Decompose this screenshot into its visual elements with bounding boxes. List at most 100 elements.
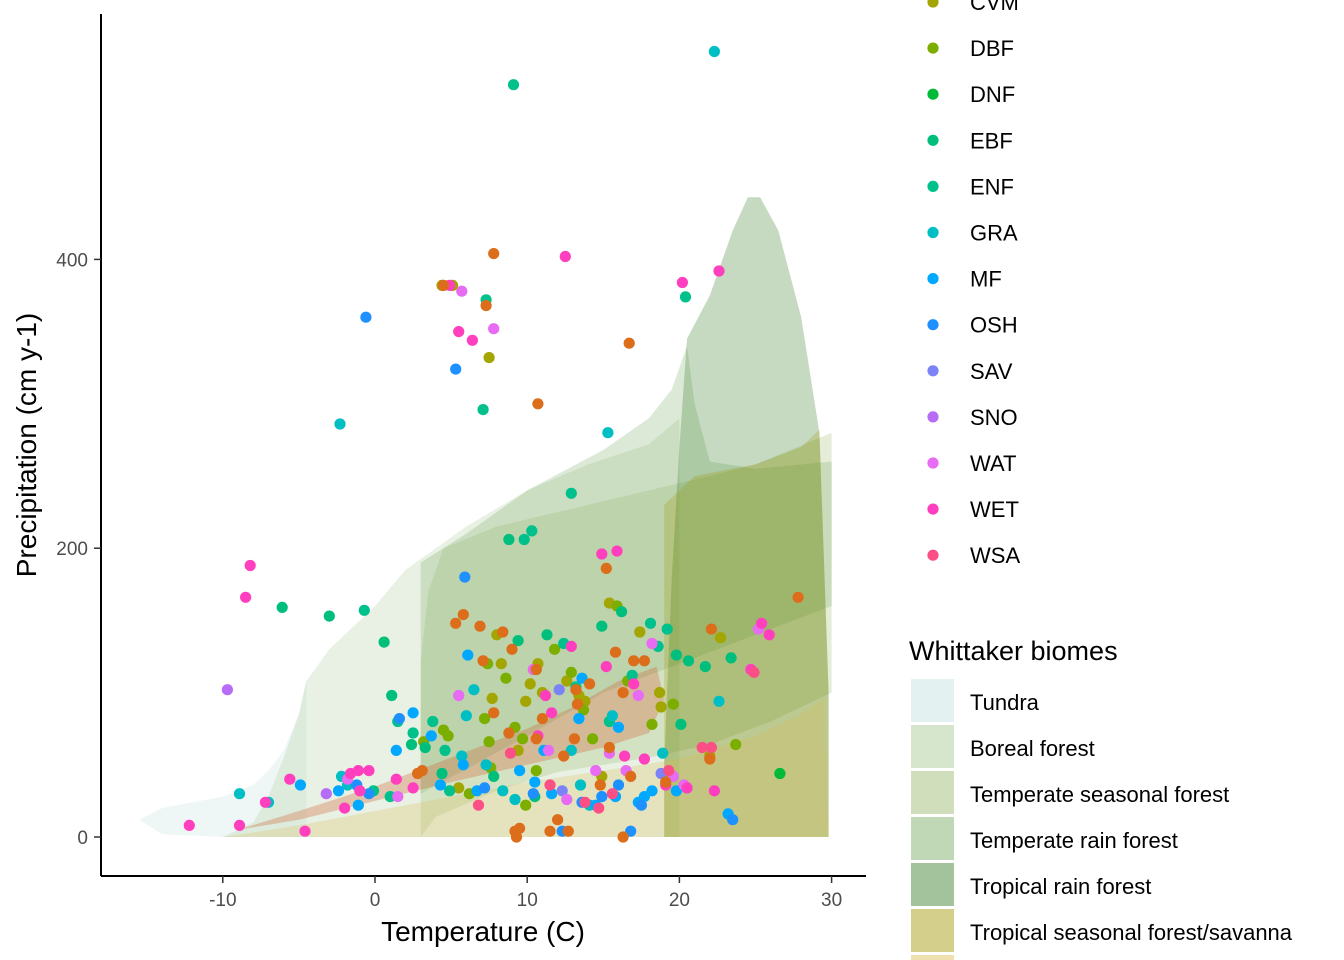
legend-label-gra: GRA	[970, 221, 1018, 246]
point-wsa	[593, 802, 605, 814]
legend-key-sav	[927, 365, 939, 377]
legend-label-dnf: DNF	[970, 82, 1015, 107]
x-tick-label: 20	[669, 890, 690, 911]
point-wet	[565, 640, 577, 653]
point-orange	[506, 643, 518, 655]
legend-label-wet: WET	[970, 497, 1019, 522]
point-orange	[437, 279, 450, 291]
point-orange	[503, 727, 515, 739]
point-orange	[617, 831, 629, 843]
point-osh	[363, 788, 375, 800]
point-cvm	[654, 687, 666, 699]
point-orange	[530, 663, 542, 676]
point-gra	[509, 793, 521, 806]
point-mf	[352, 799, 364, 811]
point-cvm	[561, 675, 573, 687]
legend-key-dbf	[927, 42, 939, 54]
legend-label-enf: ENF	[970, 174, 1014, 199]
point-osh	[596, 791, 608, 803]
point-wet	[339, 802, 351, 814]
point-ebf	[436, 767, 448, 780]
point-dnf	[774, 767, 786, 780]
point-wat	[646, 637, 658, 650]
biome-legend-label: Tropical rain forest	[970, 874, 1151, 899]
point-wsa	[606, 788, 619, 800]
point-gra	[708, 45, 721, 58]
point-orange	[570, 684, 582, 696]
point-enf	[526, 525, 538, 537]
data-points	[183, 45, 804, 843]
point-wet	[466, 334, 478, 346]
point-mf	[294, 779, 306, 791]
point-osh	[393, 713, 405, 725]
legend-key-ebf	[927, 134, 939, 146]
biome-legend-title: Whittaker biomes	[909, 636, 1118, 666]
point-enf	[518, 533, 530, 546]
point-osh	[727, 814, 739, 826]
point-wet	[259, 796, 271, 808]
point-orange	[536, 713, 549, 725]
point-cvm	[495, 658, 507, 670]
point-mf	[573, 713, 585, 725]
point-wet	[546, 707, 558, 719]
igbp-legend: CVM DBF DNF EBF ENF GRA MF OSH SAV SNO WAT WET WSA	[927, 0, 1020, 568]
point-orange	[571, 698, 584, 710]
point-wat	[561, 793, 573, 806]
point-orange	[617, 687, 629, 699]
point-orange	[660, 776, 672, 788]
point-gra	[657, 747, 669, 759]
x-axis-title: Temperature (C)	[381, 916, 585, 947]
point-dbf	[667, 698, 679, 710]
point-ebf	[512, 635, 524, 647]
point-enf	[644, 617, 657, 629]
legend-key-dnf	[927, 88, 939, 100]
point-ebf	[616, 606, 628, 618]
point-gra	[460, 710, 472, 722]
point-ebf	[675, 718, 687, 731]
biome-legend-swatch	[911, 817, 954, 860]
point-wat	[453, 689, 465, 702]
biome-subtropical-desert	[222, 698, 829, 837]
point-mf	[407, 707, 419, 719]
biome-legend-swatch	[911, 771, 954, 814]
point-orange	[474, 620, 486, 632]
point-dbf	[500, 672, 512, 684]
point-wet	[708, 785, 721, 797]
point-sno	[221, 684, 233, 696]
point-wsa	[472, 799, 485, 811]
point-enf	[565, 487, 577, 499]
point-dbf	[646, 718, 658, 731]
point-osh	[450, 363, 462, 375]
point-wet	[619, 750, 631, 762]
legend-key-enf	[927, 180, 939, 192]
point-orange	[530, 733, 542, 745]
point-orange	[416, 765, 428, 777]
point-ebf	[323, 610, 335, 622]
point-osh	[625, 825, 637, 837]
x-tick-label: -10	[209, 890, 236, 911]
point-wat	[542, 744, 555, 757]
point-mf	[670, 785, 683, 797]
point-cvm	[483, 352, 495, 364]
point-orange	[480, 300, 492, 312]
biome-boreal-forest	[222, 418, 680, 837]
point-wet	[183, 819, 195, 832]
point-dbf	[565, 666, 577, 679]
point-cvm	[453, 782, 465, 794]
biome-tropical-rain-forest	[664, 197, 829, 838]
point-osh	[635, 799, 648, 811]
point-osh	[360, 311, 372, 323]
legend-key-wsa	[927, 549, 939, 561]
point-mf	[457, 759, 469, 771]
y-tick-label: 0	[77, 828, 88, 849]
point-ebf	[682, 655, 695, 667]
point-gra	[497, 785, 509, 797]
point-orange	[544, 825, 556, 837]
legend-key-mf	[927, 273, 939, 285]
point-wat	[632, 689, 644, 702]
point-enf	[679, 291, 692, 303]
point-wet	[299, 825, 311, 837]
point-cvm	[524, 678, 536, 690]
point-orange	[514, 822, 526, 834]
point-wat	[392, 791, 404, 803]
